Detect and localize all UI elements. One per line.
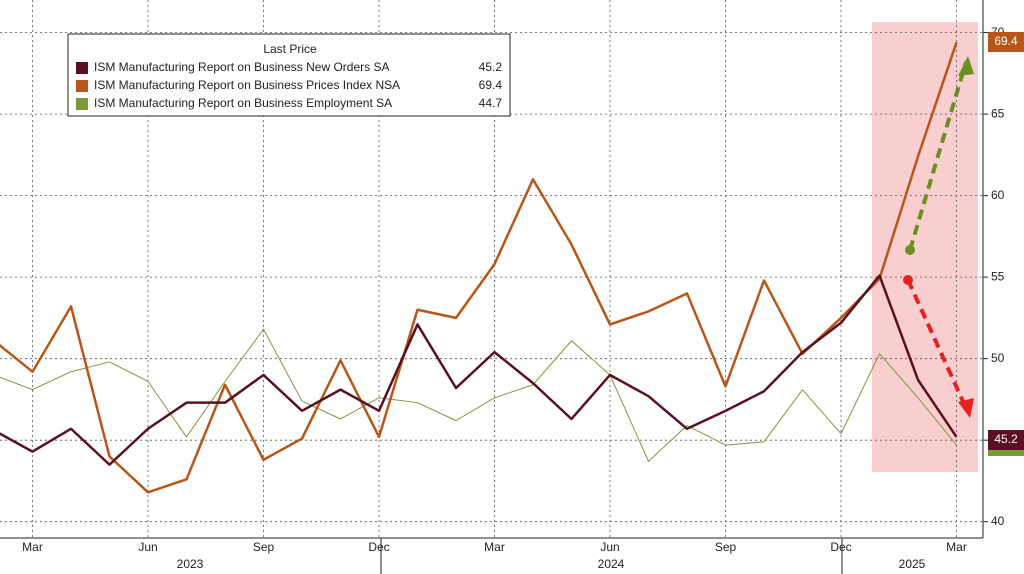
x-tick-label: Mar xyxy=(22,540,43,554)
up-arrow-head xyxy=(958,56,974,76)
series-line xyxy=(0,274,958,466)
y-tick-label: 60 xyxy=(991,188,1005,202)
legend-title: Last Price xyxy=(263,42,317,56)
y-tick-label: 40 xyxy=(991,514,1005,528)
x-tick-label: Jun xyxy=(600,540,619,554)
legend-swatch xyxy=(76,80,88,92)
x-tick-label: Dec xyxy=(830,540,851,554)
y-tick-label: 50 xyxy=(991,351,1005,365)
end-label-box xyxy=(988,32,1024,52)
down-arrow-head xyxy=(958,398,974,418)
end-label: 69.4 xyxy=(994,34,1018,48)
year-label: 2024 xyxy=(598,557,625,571)
end-label: 45.2 xyxy=(994,432,1018,446)
y-tick-label: 55 xyxy=(991,269,1005,283)
down-arrow-dot xyxy=(903,275,913,285)
legend-label: ISM Manufacturing Report on Business New… xyxy=(94,60,389,74)
x-tick-label: Jun xyxy=(138,540,157,554)
x-tick-label: Sep xyxy=(253,540,275,554)
legend: Last Price ISM Manufacturing Report on B… xyxy=(67,33,511,117)
series-line xyxy=(0,328,957,462)
year-label: 2023 xyxy=(177,557,204,571)
y-tick-label: 65 xyxy=(991,106,1005,120)
x-tick-label: Mar xyxy=(946,540,967,554)
legend-value: 45.2 xyxy=(479,60,503,74)
legend-value: 44.7 xyxy=(479,96,503,110)
legend-label: ISM Manufacturing Report on Business Pri… xyxy=(94,78,400,92)
legend-box xyxy=(67,33,511,117)
x-tick-label: Mar xyxy=(484,540,505,554)
series-line xyxy=(0,41,958,494)
end-label-box xyxy=(988,430,1024,450)
year-label: 2025 xyxy=(899,557,926,571)
legend-swatch xyxy=(76,98,88,110)
x-tick-label: Sep xyxy=(715,540,737,554)
legend-label: ISM Manufacturing Report on Business Emp… xyxy=(94,96,392,110)
legend-value: 69.4 xyxy=(479,78,503,92)
x-tick-label: Dec xyxy=(368,540,389,554)
up-arrow-dot xyxy=(905,245,915,255)
legend-swatch xyxy=(76,62,88,74)
up-arrow xyxy=(908,61,968,251)
down-arrow xyxy=(906,279,968,409)
